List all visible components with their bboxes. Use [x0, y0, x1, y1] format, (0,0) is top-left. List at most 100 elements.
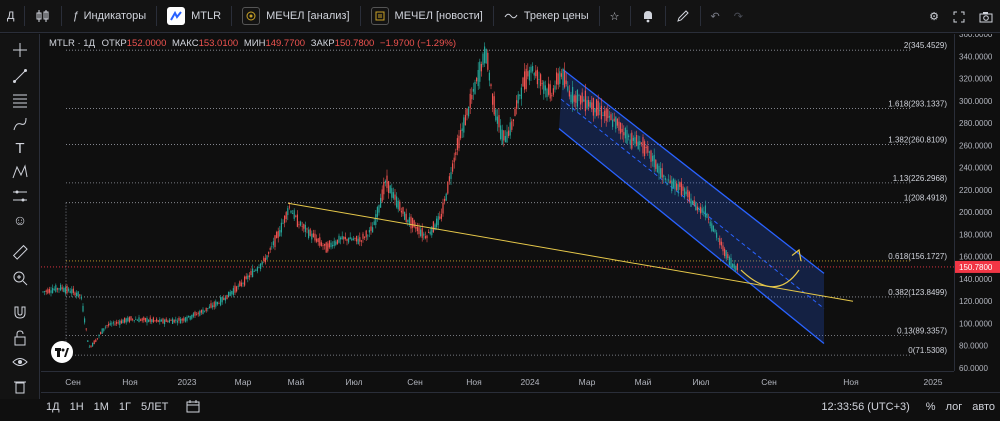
range-5y[interactable]: 5ЛЕТ	[141, 401, 169, 413]
candle-body	[607, 109, 609, 119]
candle-body	[463, 117, 465, 133]
forecast-curve[interactable]	[740, 269, 800, 288]
chart-type-button[interactable]	[28, 0, 58, 33]
chart-pane[interactable]: 2(345.4529) 1.618(293.1337) 1.382(260.8109…	[41, 34, 954, 371]
price-chart[interactable]: 2(345.4529) 1.618(293.1337) 1.382(260.8109…	[41, 34, 954, 371]
trendline[interactable]	[287, 202, 854, 302]
redo-button[interactable]: ↷	[727, 0, 750, 33]
candle-body	[389, 185, 391, 194]
candle-body	[156, 318, 158, 322]
candle-body	[410, 216, 412, 229]
fib-tool[interactable]	[10, 90, 30, 110]
candle-body	[208, 306, 210, 309]
candle-body	[108, 323, 110, 326]
candle-body	[447, 181, 449, 194]
candle-body	[215, 301, 217, 307]
time-axis[interactable]: Сен Ноя 2023 Мар Май Июл Сен Ноя 2024 Мар Май Июл Се…	[41, 371, 954, 391]
candle-body	[612, 119, 614, 127]
tradingview-logo[interactable]	[51, 341, 73, 363]
candle-body	[274, 235, 276, 248]
candle-body	[200, 310, 202, 313]
screenshot-button[interactable]	[972, 0, 1000, 33]
candle-body	[476, 77, 478, 82]
lock-tool[interactable]	[10, 328, 30, 348]
pattern-tool[interactable]	[10, 162, 30, 182]
tab-mechel-news[interactable]: МЕЧЕЛ [новости]	[364, 0, 490, 33]
candle-body	[660, 168, 662, 179]
undo-icon: ↶	[710, 10, 720, 23]
candle-body	[341, 235, 343, 240]
candle-body	[541, 83, 543, 85]
candle-body	[304, 224, 306, 232]
candle-body	[122, 319, 124, 324]
candle-body	[143, 317, 145, 321]
candle-body	[280, 222, 282, 233]
candle-body	[176, 320, 178, 323]
candle-body	[197, 312, 199, 315]
candle-body	[232, 288, 234, 295]
crosshair-tool[interactable]	[10, 40, 30, 60]
forecast-tool[interactable]	[10, 186, 30, 206]
time-tick-label: Июл	[345, 377, 362, 387]
timezone-button[interactable]: 12:33:56 (UTC+3)	[821, 401, 910, 413]
draw-button[interactable]	[669, 0, 697, 33]
drawing-toolbar: T ☺	[0, 34, 40, 399]
price-tick-label: 320.0000	[959, 75, 993, 84]
candle-body	[621, 128, 623, 133]
alert-button[interactable]	[634, 0, 662, 33]
candle-body	[175, 319, 177, 321]
date-range-button[interactable]	[181, 399, 205, 416]
tab-label: МЕЧЕЛ [новости]	[394, 10, 483, 22]
settings-button[interactable]: ⚙	[922, 0, 946, 33]
magnet-tool[interactable]	[10, 302, 30, 322]
zoom-tool[interactable]	[10, 268, 30, 288]
high-value: 153.0100	[198, 38, 239, 49]
candle-body	[548, 83, 550, 95]
candle-body	[343, 236, 345, 240]
candle-body	[349, 237, 351, 240]
auto-toggle[interactable]: авто	[972, 401, 995, 413]
percent-toggle[interactable]: %	[925, 401, 936, 413]
tab-mechel-analysis[interactable]: МЕЧЕЛ [анализ]	[235, 0, 356, 33]
candle-body	[240, 282, 242, 286]
undo-button[interactable]: ↶	[704, 0, 727, 33]
symbol-name: MTLR · 1Д	[49, 38, 96, 49]
divider	[359, 6, 361, 26]
candle-body	[63, 288, 65, 292]
visibility-tool[interactable]	[10, 352, 30, 372]
price-tick-label: 160.0000	[959, 253, 993, 262]
watchlist-button[interactable]: ☆	[603, 0, 627, 33]
candle-body	[124, 317, 126, 323]
range-1m[interactable]: 1М	[93, 401, 109, 413]
emoji-tool[interactable]: ☺	[10, 210, 30, 230]
candle-body	[656, 164, 658, 173]
brush-tool[interactable]	[10, 114, 30, 134]
tab-mtlr[interactable]: MTLR	[160, 0, 228, 33]
candle-body	[372, 227, 374, 233]
candle-body	[704, 205, 706, 218]
range-1w[interactable]: 1Н	[69, 401, 84, 413]
channel-upper-line[interactable]	[562, 69, 825, 274]
candle-body	[85, 328, 87, 330]
range-1d[interactable]: 1Д	[46, 401, 60, 413]
trendline-tool[interactable]	[10, 66, 30, 86]
log-toggle[interactable]: лог	[945, 401, 963, 413]
fullscreen-button[interactable]	[946, 0, 972, 33]
ruler-tool[interactable]	[10, 242, 30, 262]
candle-body	[384, 180, 386, 183]
candle-body	[308, 229, 310, 238]
candle-body	[151, 319, 153, 323]
delete-tool[interactable]	[10, 376, 30, 396]
candle-body	[319, 237, 321, 246]
text-tool[interactable]: T	[10, 138, 30, 158]
range-1y[interactable]: 1Г	[118, 401, 131, 413]
time-tick-label: Сен	[65, 377, 81, 387]
candle-body	[285, 212, 287, 219]
price-axis[interactable]: 360.0000 340.0000 320.0000 300.0000 280.0000…	[954, 30, 1000, 373]
candle-body	[325, 242, 327, 253]
tab-price-tracker[interactable]: Трекер цены	[497, 0, 596, 33]
indicators-button[interactable]: ƒ Индикаторы	[65, 0, 153, 33]
channel-lower-line[interactable]	[558, 128, 825, 345]
price-tick-label: 200.0000	[959, 208, 993, 217]
account-menu-button[interactable]: Д	[0, 0, 21, 33]
